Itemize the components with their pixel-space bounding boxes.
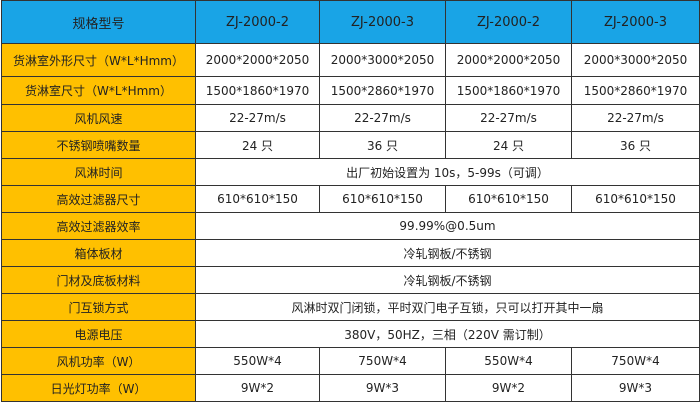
table-row: 高效过滤器尺寸 610*610*150 610*610*150 610*610*150… [1, 185, 700, 213]
model-header: ZJ-2000-3 [571, 0, 700, 44]
cell-value: 22-27m/s [319, 104, 446, 132]
cell-value: 2000*2000*2050 [445, 43, 572, 77]
row-label: 日光灯功率（W） [1, 374, 196, 402]
merged-value: 冷轧钢板/不锈钢 [195, 266, 700, 294]
cell-value: 550W*4 [195, 347, 320, 375]
merged-value: 风淋时双门闭锁，平时双门电子互锁，只可以打开其中一扇 [195, 293, 700, 321]
cell-value: 22-27m/s [445, 104, 572, 132]
cell-value: 36 只 [319, 131, 446, 159]
cell-value: 9W*3 [571, 374, 700, 402]
cell-value: 22-27m/s [195, 104, 320, 132]
cell-value: 610*610*150 [319, 185, 446, 213]
cell-value: 1500*2860*1970 [571, 76, 700, 105]
row-label: 货淋室外形尺寸（W*L*Hmm） [1, 43, 196, 77]
row-label: 电源电压 [1, 320, 196, 348]
table-row: 日光灯功率（W） 9W*2 9W*3 9W*2 9W*3 [1, 374, 700, 402]
cell-value: 1500*1860*1970 [195, 76, 320, 105]
table-row: 高效过滤器效率 99.99%@0.5um [1, 212, 700, 240]
model-header: ZJ-2000-2 [445, 0, 572, 44]
cell-value: 2000*3000*2050 [571, 43, 700, 77]
row-label: 箱体板材 [1, 239, 196, 267]
row-label: 门互锁方式 [1, 293, 196, 321]
header-row: 规格型号 ZJ-2000-2 ZJ-2000-3 ZJ-2000-2 ZJ-2000-3 [1, 0, 700, 44]
cell-value: 2000*2000*2050 [195, 43, 320, 77]
table-row: 货淋室外形尺寸（W*L*Hmm） 2000*2000*2050 2000*3000*… [1, 43, 700, 77]
cell-value: 24 只 [195, 131, 320, 159]
row-label: 风机风速 [1, 104, 196, 132]
row-label: 货淋室尺寸（W*L*Hmm） [1, 76, 196, 105]
table-row: 风淋时间 出厂初始设置为 10s，5-99s（可调） [1, 158, 700, 186]
row-label: 高效过滤器尺寸 [1, 185, 196, 213]
row-label: 不锈钢喷嘴数量 [1, 131, 196, 159]
cell-value: 610*610*150 [195, 185, 320, 213]
cell-value: 24 只 [445, 131, 572, 159]
cell-value: 36 只 [571, 131, 700, 159]
table-row: 风机功率（W） 550W*4 750W*4 550W*4 750W*4 [1, 347, 700, 375]
table-row: 不锈钢喷嘴数量 24 只 36 只 24 只 36 只 [1, 131, 700, 159]
table-row: 风机风速 22-27m/s 22-27m/s 22-27m/s 22-27m/s [1, 104, 700, 132]
row-label: 风淋时间 [1, 158, 196, 186]
cell-value: 9W*2 [445, 374, 572, 402]
cell-value: 1500*1860*1970 [445, 76, 572, 105]
table-row: 门互锁方式 风淋时双门闭锁，平时双门电子互锁，只可以打开其中一扇 [1, 293, 700, 321]
cell-value: 1500*2860*1970 [319, 76, 446, 105]
table-row: 电源电压 380V，50HZ，三相（220V 需订制） [1, 320, 700, 348]
row-label: 门材及底板材料 [1, 266, 196, 294]
table-row: 货淋室尺寸（W*L*Hmm） 1500*1860*1970 1500*2860*19… [1, 76, 700, 105]
merged-value: 99.99%@0.5um [195, 212, 700, 240]
cell-value: 750W*4 [319, 347, 446, 375]
table-row: 门材及底板材料 冷轧钢板/不锈钢 [1, 266, 700, 294]
merged-value: 冷轧钢板/不锈钢 [195, 239, 700, 267]
merged-value: 380V，50HZ，三相（220V 需订制） [195, 320, 700, 348]
cell-value: 22-27m/s [571, 104, 700, 132]
cell-value: 550W*4 [445, 347, 572, 375]
table-row: 箱体板材 冷轧钢板/不锈钢 [1, 239, 700, 267]
cell-value: 2000*3000*2050 [319, 43, 446, 77]
row-label: 风机功率（W） [1, 347, 196, 375]
row-label: 高效过滤器效率 [1, 212, 196, 240]
cell-value: 9W*3 [319, 374, 446, 402]
model-header: ZJ-2000-2 [195, 0, 320, 44]
spec-header: 规格型号 [1, 0, 196, 44]
cell-value: 610*610*150 [445, 185, 572, 213]
cell-value: 750W*4 [571, 347, 700, 375]
merged-value: 出厂初始设置为 10s，5-99s（可调） [195, 158, 700, 186]
cell-value: 9W*2 [195, 374, 320, 402]
cell-value: 610*610*150 [571, 185, 700, 213]
model-header: ZJ-2000-3 [319, 0, 446, 44]
